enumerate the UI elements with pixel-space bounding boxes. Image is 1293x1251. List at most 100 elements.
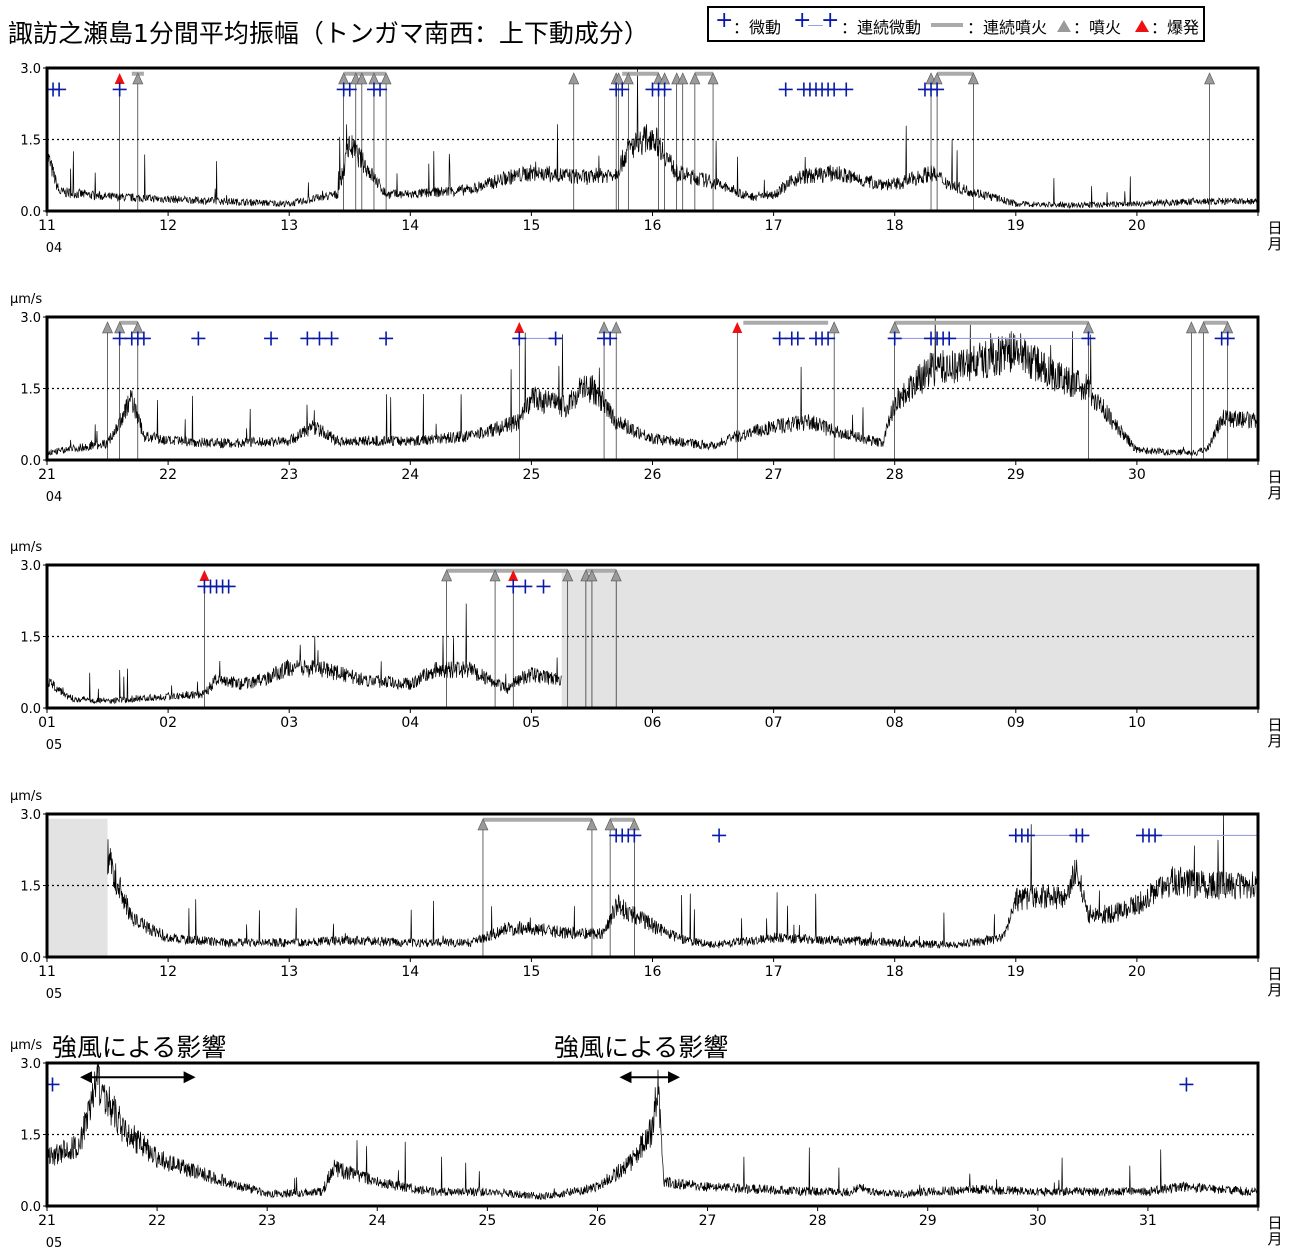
eruption-marker: [598, 321, 610, 334]
eruption-marker: [610, 569, 622, 582]
eruption-marker: [707, 72, 719, 85]
eruption-marker: [562, 569, 574, 582]
eruption-marker: [622, 72, 634, 85]
tremor-marker: [300, 331, 315, 346]
chart-panel-3: 0.0 1.5 3.0 μm/s 01 02 03 04 05 06 07 08 09 10 05 日月: [10, 540, 1283, 753]
eruption-marker: [1185, 321, 1197, 334]
tremor-icon: +: [821, 8, 840, 33]
x-tick-label: 06: [644, 715, 662, 731]
tremor-marker: [512, 331, 527, 346]
eruption-marker: [613, 72, 625, 85]
tremor-marker: [887, 331, 902, 346]
tremor-marker: [930, 82, 945, 97]
month-suffix: 日: [1267, 716, 1282, 734]
continuous-tremor-line-icon: [808, 25, 823, 26]
legend-continuous-eruption: ：連続噴火: [967, 18, 1048, 37]
amplitude-trace: [46, 1062, 1259, 1201]
x-tick-label: 24: [401, 467, 419, 483]
tremor-marker: [324, 331, 339, 346]
chart-panel-2: 0.0 1.5 3.0 μm/s 21 22 23 24 25 26 27 28 29 30 04 日月: [10, 292, 1283, 505]
tremor-marker: [264, 331, 279, 346]
eruption-marker: [356, 72, 368, 85]
tremor-marker: [615, 82, 630, 97]
x-tick-label: 25: [478, 1213, 496, 1229]
x-tick-label: 28: [809, 1213, 827, 1229]
month-label: 05: [46, 1236, 63, 1251]
x-tick-label: 19: [1007, 218, 1025, 234]
x-tick-label: 22: [159, 467, 177, 483]
tremor-marker: [778, 82, 793, 97]
y-tick-label: 0.0: [20, 951, 41, 966]
x-tick-label: 29: [1007, 467, 1025, 483]
legend-continuous-tremor: ：連続微動: [841, 18, 922, 37]
x-tick-label: 15: [522, 964, 540, 980]
tremor-marker: [790, 331, 805, 346]
x-tick-label: 04: [401, 715, 419, 731]
x-tick-label: 08: [886, 715, 904, 731]
y-tick-label: 3.0: [20, 1057, 41, 1072]
explosion-icon: [1135, 20, 1149, 32]
y-tick-label: 3.0: [20, 808, 41, 823]
tremor-marker: [379, 331, 394, 346]
tremor-marker: [1148, 828, 1163, 843]
wind-arrow-head: [183, 1071, 196, 1084]
tremor-marker: [603, 331, 618, 346]
tremor-marker: [548, 331, 563, 346]
eruption-marker: [102, 321, 114, 334]
explosion-marker: [514, 321, 525, 333]
x-tick-label: 16: [644, 218, 662, 234]
tremor-marker: [1179, 1077, 1194, 1092]
chart-title: 諏訪之瀬島1分間平均振幅（トンガマ南西：上下動成分）: [8, 19, 649, 48]
y-tick-label: 3.0: [20, 62, 41, 77]
eruption-marker: [380, 72, 392, 85]
month-label: 05: [46, 987, 63, 1002]
x-tick-label: 10: [1128, 715, 1146, 731]
x-tick-label: 22: [148, 1213, 166, 1229]
month-suffix: 日: [1267, 965, 1282, 983]
explosion-marker: [732, 321, 743, 333]
wind-annotation-2: 強風による影響: [554, 1033, 729, 1062]
tremor-marker: [627, 828, 642, 843]
x-tick-label: 14: [401, 964, 419, 980]
y-tick-label: 1.5: [20, 1129, 41, 1144]
tremor-icon: +: [715, 8, 734, 33]
x-tick-label: 11: [38, 964, 56, 980]
y-unit-label: μm/s: [10, 292, 42, 307]
tremor-marker: [518, 579, 533, 594]
y-unit-label: μm/s: [10, 1038, 42, 1053]
x-tick-label: 14: [401, 218, 419, 234]
tremor-marker: [712, 828, 727, 843]
chart-panel-1: 0.0 1.5 3.0 11 12 13 14 15 16 17 18 19 20 04 日月: [20, 62, 1282, 256]
eruption-marker: [586, 818, 598, 831]
eruption-marker: [689, 72, 701, 85]
tremor-marker: [1081, 331, 1096, 346]
x-tick-label: 25: [522, 467, 540, 483]
y-tick-label: 1.5: [20, 880, 41, 895]
tremor-marker: [772, 331, 787, 346]
eruption-marker: [967, 72, 979, 85]
month-label: 04: [46, 241, 63, 256]
x-tick-label: 12: [159, 218, 177, 234]
tremor-marker: [1075, 828, 1090, 843]
x-tick-label: 31: [1139, 1213, 1157, 1229]
x-tick-label: 23: [280, 467, 298, 483]
tremor-marker: [342, 82, 357, 97]
month-suffix: 月: [1267, 484, 1282, 502]
chart-panel-4: 0.0 1.5 3.0 μm/s 11 12 13 14 15 16 17 18 19 20 05 日月: [10, 789, 1283, 1002]
x-tick-label: 26: [644, 467, 662, 483]
explosion-marker: [114, 72, 125, 84]
tremor-icon: +: [793, 8, 812, 33]
tremor-marker: [221, 579, 236, 594]
y-tick-label: 1.5: [20, 383, 41, 398]
month-suffix: 日: [1267, 468, 1282, 486]
x-tick-label: 28: [886, 467, 904, 483]
x-tick-label: 09: [1007, 715, 1025, 731]
tremor-marker: [839, 82, 854, 97]
tremor-marker: [536, 579, 551, 594]
tremor-marker: [373, 82, 388, 97]
x-tick-label: 07: [765, 715, 783, 731]
legend-explosion: ：爆発: [1151, 18, 1200, 37]
x-tick-label: 12: [159, 964, 177, 980]
continuous-eruption-line-icon: [931, 23, 963, 27]
